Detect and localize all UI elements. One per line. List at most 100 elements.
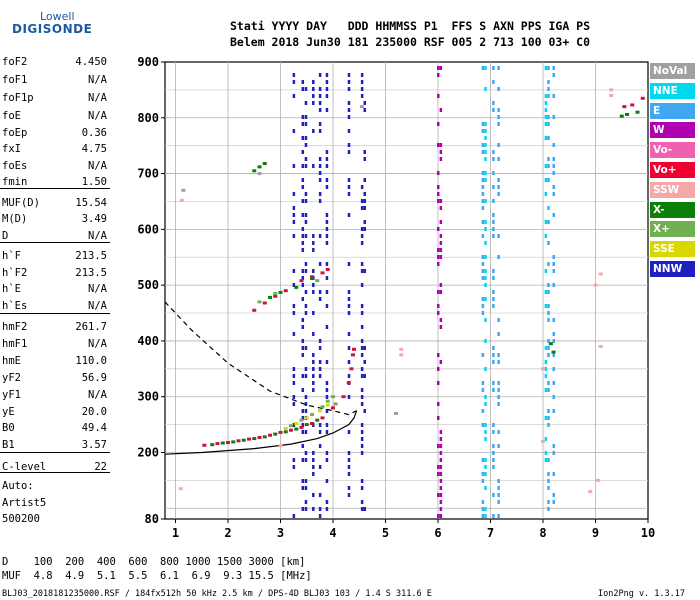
param-name: yF2 <box>2 372 21 384</box>
trace-mark-nnw <box>292 304 296 308</box>
trace-mark-nnw <box>312 87 315 91</box>
trace-mark-nnw <box>318 94 322 98</box>
trace-mark-e <box>547 507 550 511</box>
trace-mark-nne <box>544 101 548 105</box>
param-row-23: C-level 22 <box>2 461 107 475</box>
trace-mark-nnw <box>325 241 329 245</box>
trace-mark-e <box>547 500 550 504</box>
trace-mark-nne <box>484 199 487 203</box>
trace-mark-nnw <box>292 381 296 385</box>
param-value: 0.36 <box>81 127 107 139</box>
point-x- <box>333 402 338 406</box>
trace-mark-e <box>552 500 555 504</box>
point-x- <box>619 114 624 118</box>
trace-mark-nne <box>484 402 487 406</box>
trace-mark-nnw <box>304 115 308 119</box>
trace-mark-e <box>481 381 485 385</box>
param-name: foF1p <box>2 92 34 104</box>
param-name: M(D) <box>2 213 28 225</box>
trace-mark-nnw <box>325 430 329 434</box>
param-name: foF2 <box>2 56 28 68</box>
trace-mark-nnw <box>301 374 305 378</box>
trace-mark-e <box>481 297 485 301</box>
trace-mark-nnw <box>325 213 329 217</box>
trace-mark-e <box>552 332 555 336</box>
trace-mark-nnw <box>301 479 305 483</box>
trace-mark-nnw <box>325 94 329 98</box>
trace-mark-nnw <box>347 332 351 336</box>
param-separator <box>0 452 110 453</box>
trace-mark-nnw <box>318 108 322 112</box>
trace-mark-w <box>439 486 443 490</box>
trace-mark-e <box>547 409 550 413</box>
point-vo- <box>622 105 627 109</box>
trace-mark-nnw <box>363 192 366 196</box>
point-x- <box>283 430 288 434</box>
trace-mark-e <box>547 458 550 462</box>
x-tick-label: 3 <box>277 526 284 540</box>
trace-mark-e <box>497 234 500 238</box>
trace-mark-e <box>497 500 500 504</box>
trace-mark-nnw <box>360 500 364 504</box>
trace-mark-e <box>497 185 500 189</box>
trace-mark-e <box>552 185 555 189</box>
ionogram-chart: 1 2 3 4 5 6 7 8 9 10 80 200 300 400 500 600 700 800 900 <box>137 55 655 540</box>
param-value: N/A <box>88 74 107 86</box>
param-value: 3.57 <box>81 439 107 451</box>
trace-mark-nnw <box>304 458 308 462</box>
trace-mark-nnw <box>347 458 351 462</box>
trace-mark-nnw <box>304 507 308 511</box>
x-tick-label: 2 <box>224 526 231 540</box>
trace-mark-nnw <box>360 339 364 343</box>
trace-mark-nnw <box>318 514 322 518</box>
trace-mark-nne <box>544 122 548 126</box>
trace-mark-nnw <box>318 101 322 105</box>
trace-mark-nnw <box>292 283 296 287</box>
point-ssw <box>399 347 404 351</box>
param-name: MUF(D) <box>2 197 40 209</box>
trace-mark-nnw <box>301 346 305 350</box>
trace-mark-nnw <box>304 262 308 266</box>
param-name: B1 <box>2 439 15 451</box>
trace-mark-nnw <box>325 409 329 413</box>
trace-mark-e <box>492 290 495 294</box>
param-row-19: yF1 N/A <box>2 389 107 403</box>
trace-mark-nnw <box>304 122 308 126</box>
trace-mark-nnw <box>312 493 315 497</box>
trace-mark-nne <box>544 437 548 441</box>
trace-mark-w <box>437 248 440 252</box>
trace-mark-e <box>497 122 500 126</box>
trace-mark-w <box>439 143 443 147</box>
trace-mark-nnw <box>301 388 305 392</box>
x-tick-label: 8 <box>539 526 546 540</box>
trace-mark-nnw <box>292 423 296 427</box>
point-ssw <box>178 487 183 491</box>
trace-mark-e <box>492 304 495 308</box>
trace-mark-nne <box>484 507 487 511</box>
trace-mark-e <box>552 255 555 259</box>
trace-mark-e <box>481 423 485 427</box>
point-x- <box>210 443 215 447</box>
trace-mark-nne <box>544 66 548 70</box>
trace-mark-nnw <box>318 507 322 511</box>
trace-mark-nnw <box>325 507 329 511</box>
trace-mark-nnw <box>301 185 305 189</box>
trace-mark-w <box>439 234 443 238</box>
trace-mark-e <box>497 402 500 406</box>
trace-mark-e <box>547 388 550 392</box>
point-sse <box>325 403 330 407</box>
param-value: 110.0 <box>75 355 107 367</box>
trace-mark-nne <box>484 297 487 301</box>
param-value: N/A <box>88 110 107 122</box>
param-name: B0 <box>2 422 15 434</box>
trace-mark-nne <box>484 66 487 70</box>
point-x- <box>231 440 236 444</box>
trace-mark-nnw <box>360 451 364 455</box>
trace-mark-w <box>437 290 440 294</box>
point-x- <box>315 418 320 422</box>
trace-mark-w <box>439 255 443 259</box>
trace-mark-nne <box>544 220 548 224</box>
point-vo- <box>226 440 230 444</box>
trace-mark-nnw <box>318 346 322 350</box>
trace-mark-e <box>547 290 550 294</box>
